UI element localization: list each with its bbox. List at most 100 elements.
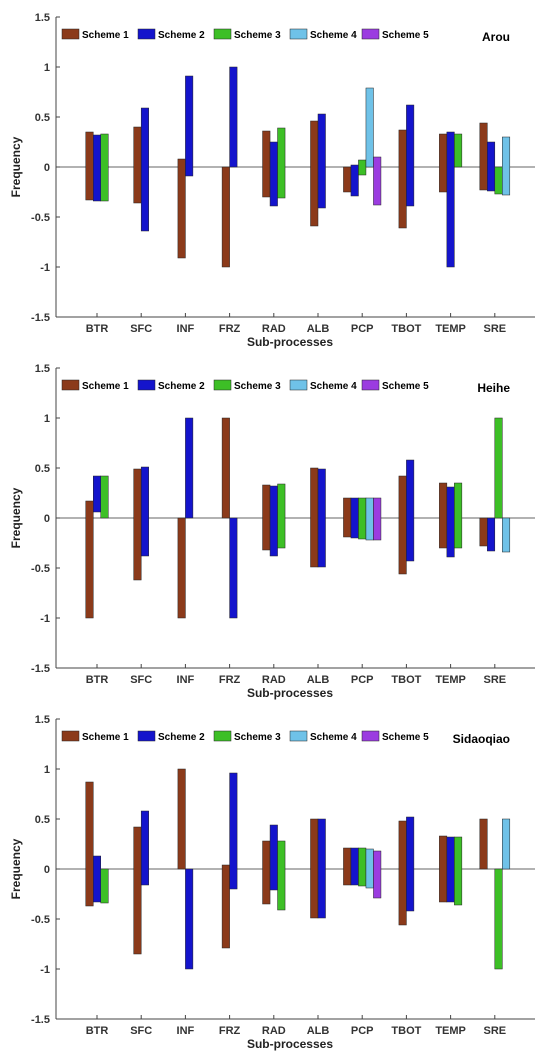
y-tick-label: 0.5: [35, 112, 50, 124]
y-axis-title: Frequency: [9, 838, 23, 899]
chart-panel-2: -1.5 -1 -0.5 0 0.5 1 1.5 Frequency BTR SFC INF FRZ R…: [9, 363, 535, 700]
bar-pcp-scheme-4: [365, 87, 374, 168]
bar-sre-scheme-4: [502, 517, 511, 553]
bar-pcp-scheme-4: [365, 848, 374, 889]
y-tick-label: 1.5: [35, 12, 50, 24]
y-tick-label: -1: [40, 964, 50, 976]
x-tick-label: ALB: [307, 323, 330, 335]
x-tick-label: FRZ: [219, 674, 241, 686]
legend-label: Scheme 2: [158, 381, 205, 392]
x-tick-label: TBOT: [391, 323, 421, 335]
y-tick-label: -1.5: [31, 312, 50, 324]
chart-panel-3: -1.5 -1 -0.5 0 0.5 1 1.5 Frequency BTR SFC INF FRZ R…: [9, 714, 535, 1051]
legend-swatch: [213, 730, 232, 742]
bar-sre-scheme-1: [479, 517, 488, 547]
legend-label: Scheme 5: [382, 381, 429, 392]
bar-pcp-scheme-1: [343, 847, 352, 886]
y-axis-title: Frequency: [9, 487, 23, 548]
bar-frz-scheme-2: [229, 517, 238, 619]
bar-btr-scheme-2: [93, 475, 101, 513]
bar-btr-scheme-1: [85, 131, 94, 201]
legend-label: Scheme 3: [234, 30, 281, 41]
x-tick-label: ALB: [307, 674, 330, 686]
bar-tbot-scheme-2: [406, 459, 415, 562]
bar-sre-scheme-4: [502, 136, 511, 196]
x-tick-label: TBOT: [391, 674, 421, 686]
bar-pcp-scheme-2: [350, 497, 359, 539]
y-tick-label: 1.5: [35, 363, 50, 375]
x-tick-label: TEMP: [435, 1025, 466, 1037]
bar-sre-scheme-4: [502, 818, 511, 870]
legend-label: Scheme 4: [310, 381, 357, 392]
bar-sre-scheme-2: [487, 517, 496, 552]
x-tick-label: BTR: [86, 674, 109, 686]
legend-swatch: [213, 28, 232, 40]
bar-pcp-scheme-5: [373, 156, 382, 206]
legend-swatch: [137, 379, 156, 391]
bar-btr-scheme-1: [85, 500, 94, 619]
x-tick-label: PCP: [351, 323, 374, 335]
bar-pcp-scheme-2: [350, 847, 359, 886]
x-tick-label: TBOT: [391, 1025, 421, 1037]
bar-sfc-scheme-1: [133, 126, 142, 204]
bar-btr-scheme-3: [100, 475, 109, 519]
bar-sfc-scheme-2: [140, 810, 149, 886]
bar-rad-scheme-3: [277, 483, 286, 549]
bar-frz-scheme-2: [229, 772, 238, 890]
bar-rad-scheme-1: [262, 840, 271, 905]
bar-rad-scheme-2: [269, 824, 278, 891]
x-tick-label: RAD: [262, 674, 286, 686]
bar-rad-scheme-3: [277, 840, 286, 911]
x-tick-label: BTR: [86, 1025, 109, 1037]
x-tick-label: TEMP: [435, 674, 466, 686]
bar-frz-scheme-1: [221, 166, 230, 268]
legend-label: Scheme 1: [82, 30, 129, 41]
bar-temp-scheme-1: [439, 133, 448, 193]
x-tick-label: RAD: [262, 323, 286, 335]
bar-alb-scheme-1: [310, 120, 319, 227]
x-tick-label: INF: [177, 1025, 195, 1037]
x-tick-label: PCP: [351, 674, 374, 686]
y-tick-label: -0.5: [31, 563, 50, 575]
bar-inf-scheme-2: [185, 75, 194, 177]
bar-inf-scheme-1: [177, 768, 186, 870]
y-tick-label: 0.5: [35, 814, 50, 826]
bar-sre-scheme-2: [487, 141, 496, 192]
bar-alb-scheme-2: [317, 113, 326, 209]
bar-temp-scheme-3: [454, 133, 463, 168]
y-tick-label: 1: [44, 764, 50, 776]
bar-sfc-scheme-1: [133, 468, 142, 581]
bar-frz-scheme-1: [221, 864, 230, 949]
bar-inf-scheme-1: [177, 517, 186, 619]
bar-frz-scheme-2: [229, 66, 238, 168]
bar-frz-scheme-1: [221, 417, 230, 519]
x-tick-label: SFC: [130, 674, 152, 686]
bar-pcp-scheme-5: [373, 497, 382, 541]
legend-swatch: [61, 379, 80, 391]
legend-swatch: [289, 730, 308, 742]
bar-rad-scheme-1: [262, 484, 271, 551]
bar-alb-scheme-1: [310, 467, 319, 568]
x-tick-label: SFC: [130, 1025, 152, 1037]
bar-tbot-scheme-2: [406, 816, 415, 912]
y-tick-label: 0.5: [35, 463, 50, 475]
bar-pcp-scheme-3: [358, 497, 367, 540]
legend-swatch: [289, 28, 308, 40]
bar-pcp-scheme-2: [350, 164, 359, 197]
x-axis-title: Sub-processes: [247, 1037, 333, 1051]
bar-tbot-scheme-2: [406, 104, 415, 207]
legend-swatch: [361, 379, 380, 391]
bar-rad-scheme-2: [269, 485, 278, 557]
legend-swatch: [213, 379, 232, 391]
bar-btr-scheme-2: [93, 134, 101, 202]
site-label: Arou: [482, 30, 510, 44]
bar-pcp-scheme-1: [343, 497, 352, 538]
x-axis-title: Sub-processes: [247, 686, 333, 700]
bar-alb-scheme-2: [317, 818, 326, 919]
x-tick-label: SRE: [483, 674, 506, 686]
bar-temp-scheme-2: [446, 131, 455, 268]
legend-label: Scheme 4: [310, 30, 357, 41]
bar-temp-scheme-1: [439, 835, 448, 903]
bar-pcp-scheme-3: [358, 847, 367, 887]
